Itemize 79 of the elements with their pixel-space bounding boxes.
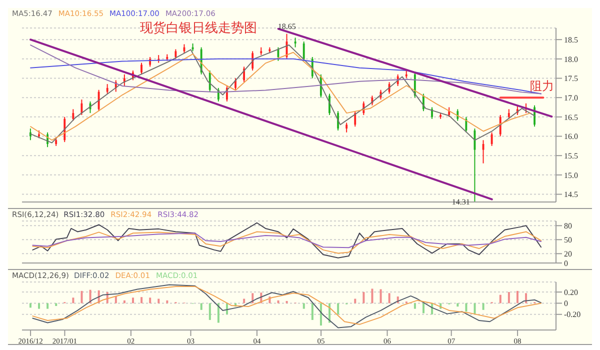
y-tick-label: 17.5	[564, 74, 578, 84]
bar	[46, 303, 49, 309]
bar	[302, 303, 305, 309]
candlestick	[234, 78, 236, 90]
bar	[149, 298, 152, 304]
chart-title: 现货白银日线走势图	[140, 20, 257, 37]
y-tick-label: 17.0	[564, 93, 578, 102]
y-tick-label: -0.20	[564, 310, 581, 320]
y-tick-label: 80	[564, 222, 572, 231]
candlestick	[508, 108, 510, 120]
bar	[388, 293, 390, 304]
candlestick	[337, 110, 339, 131]
y-tick-label: 15.5	[564, 151, 578, 160]
bar	[422, 303, 424, 314]
bar	[158, 298, 160, 304]
line-series	[32, 231, 542, 254]
bar	[123, 300, 126, 304]
bar	[200, 303, 202, 310]
candlestick	[431, 106, 433, 120]
bar	[380, 289, 382, 304]
candlestick	[98, 89, 100, 112]
candlestick	[72, 108, 74, 122]
bar	[465, 303, 468, 312]
bar	[38, 303, 40, 309]
bar	[508, 292, 510, 304]
bar	[166, 300, 168, 304]
y-tick-label: 15.0	[564, 170, 578, 180]
candlestick	[490, 132, 493, 146]
bar	[217, 303, 220, 323]
annotation: 阻力	[530, 78, 554, 95]
bar	[140, 297, 143, 304]
bar	[371, 288, 374, 304]
bar	[525, 293, 528, 304]
line-series	[32, 222, 542, 258]
bar	[114, 296, 117, 304]
bar	[80, 290, 83, 304]
candlestick	[346, 122, 348, 133]
y-tick-label: 14.5	[564, 190, 578, 200]
bar	[277, 300, 280, 304]
candlestick	[80, 99, 83, 116]
candlestick	[448, 106, 450, 118]
candlestick	[174, 48, 177, 60]
bar	[482, 303, 484, 310]
candlestick	[243, 66, 245, 83]
y-tick-label: 18.5	[564, 35, 578, 44]
candlestick	[208, 70, 211, 92]
y-tick-label: 0	[564, 258, 568, 268]
bar	[354, 298, 356, 304]
candlestick	[465, 116, 468, 133]
y-tick-label: 20	[564, 250, 572, 259]
annotation: 14.31	[452, 197, 470, 206]
bar	[499, 294, 502, 304]
y-tick-label: 50	[564, 236, 572, 245]
bar	[362, 292, 365, 304]
y-tick-label: 18.0	[564, 54, 578, 64]
bar	[516, 290, 518, 304]
bar	[132, 298, 134, 304]
bar	[456, 303, 459, 307]
bar	[29, 303, 32, 308]
candlestick	[354, 110, 356, 128]
y-tick-label: 16.5	[564, 112, 578, 122]
candlestick	[328, 93, 330, 116]
bar	[208, 303, 211, 320]
candlestick	[106, 84, 108, 94]
bar	[320, 303, 322, 326]
bar	[55, 303, 58, 306]
line-series	[32, 232, 542, 248]
bar	[311, 303, 314, 320]
y-tick-label: 0.20	[564, 288, 578, 297]
bar	[243, 298, 246, 304]
annotation: 18.65	[278, 22, 296, 31]
bar	[72, 298, 74, 304]
candlestick	[294, 37, 296, 48]
y-tick-label: 16.0	[564, 132, 578, 142]
y-tick-label: 0	[564, 299, 568, 308]
bar	[474, 303, 476, 314]
bar	[414, 303, 416, 309]
bar	[337, 303, 340, 314]
candlestick	[140, 62, 142, 75]
